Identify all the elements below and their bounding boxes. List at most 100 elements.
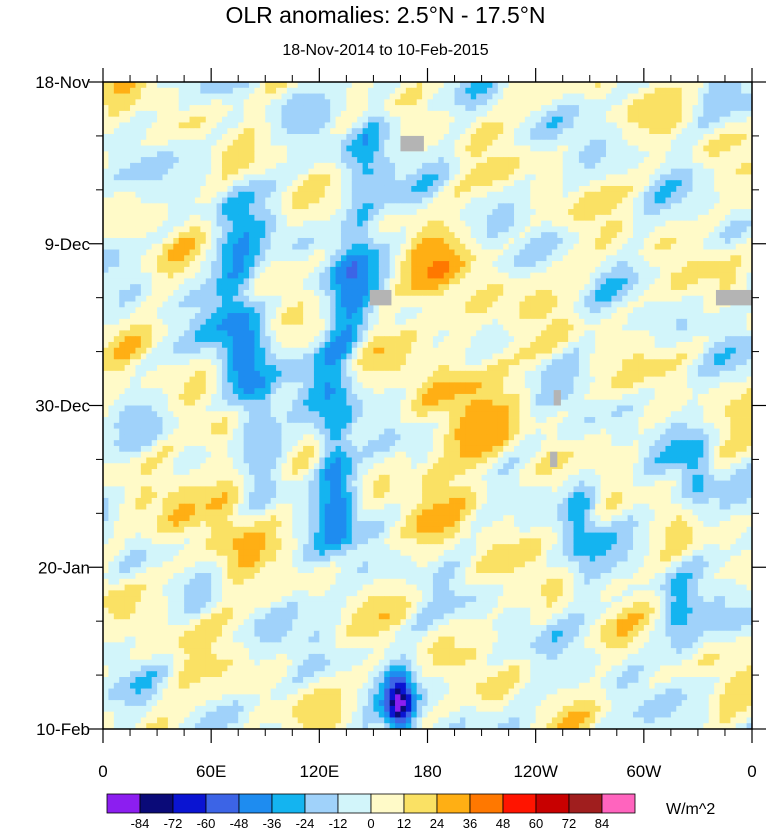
field-cell [697, 261, 704, 268]
field-cell [216, 203, 223, 210]
field-cell [660, 214, 666, 222]
field-cell [384, 243, 391, 250]
field-cell [400, 295, 407, 302]
field-cell [589, 145, 596, 152]
field-cell [135, 318, 142, 326]
field-cell [530, 174, 537, 181]
field-cell [541, 237, 547, 245]
field-cell [486, 157, 493, 164]
field-cell [546, 151, 553, 158]
field-cell [611, 295, 618, 302]
field-cell [303, 82, 309, 89]
field-cell [627, 174, 634, 181]
field-cell [611, 157, 618, 164]
field-cell [162, 301, 169, 308]
field-cell [611, 110, 618, 118]
field-cell [389, 99, 396, 106]
field-cell [157, 185, 163, 193]
field-cell [735, 197, 742, 204]
field-cell [340, 249, 347, 256]
field-cell [654, 289, 661, 297]
field-cell [541, 289, 547, 297]
field-cell [113, 116, 120, 123]
field-cell [178, 151, 185, 158]
field-cell [692, 180, 699, 187]
field-cell [303, 139, 309, 146]
field-cell [622, 266, 629, 274]
field-cell [730, 197, 737, 204]
field-cell [357, 174, 363, 181]
field-cell [243, 203, 250, 210]
field-cell [719, 203, 726, 210]
field-cell [140, 145, 147, 152]
field-cell [660, 243, 666, 250]
field-cell [119, 203, 126, 210]
field-cell [238, 272, 245, 279]
field-cell [124, 180, 131, 187]
field-cell [476, 82, 482, 89]
field-cell [227, 272, 234, 279]
field-cell [308, 105, 315, 112]
field-cell [746, 266, 752, 274]
field-cell [411, 191, 418, 198]
field-cell [627, 116, 634, 123]
field-cell [486, 105, 493, 112]
field-cell [167, 82, 174, 89]
field-cell [708, 82, 715, 89]
field-cell [308, 157, 315, 164]
field-cell [189, 284, 196, 291]
field-cell [519, 313, 526, 320]
field-cell [454, 243, 461, 250]
field-cell [238, 284, 245, 291]
field-cell [238, 266, 245, 274]
field-cell [303, 255, 309, 262]
field-cell [270, 87, 277, 94]
field-cell [243, 284, 250, 291]
field-cell [514, 191, 520, 198]
field-cell [643, 168, 650, 175]
field-cell [184, 145, 190, 152]
field-cell [270, 162, 277, 170]
field-cell [281, 220, 288, 227]
field-cell [243, 313, 250, 320]
field-cell [730, 133, 737, 141]
field-cell [395, 214, 401, 222]
field-cell [211, 185, 217, 193]
field-cell [184, 82, 190, 89]
field-cell [422, 289, 428, 297]
field-cell [308, 203, 315, 210]
field-cell [308, 93, 315, 100]
field-cell [151, 243, 158, 250]
field-cell [643, 220, 650, 227]
field-cell [584, 87, 591, 94]
field-cell [476, 295, 482, 302]
field-cell [562, 284, 569, 291]
field-cell [157, 168, 163, 175]
field-cell [135, 284, 142, 291]
field-cell [232, 289, 239, 297]
field-cell [432, 99, 439, 106]
field-cell [508, 185, 515, 193]
field-cell [276, 318, 282, 326]
field-cell [205, 110, 212, 118]
field-cell [595, 185, 601, 193]
field-cell [265, 116, 272, 123]
field-cell [746, 220, 752, 227]
field-cell [378, 116, 385, 123]
field-cell [281, 116, 288, 123]
field-cell [541, 99, 547, 106]
field-cell [389, 313, 396, 320]
field-cell [622, 214, 629, 222]
field-cell [481, 185, 488, 193]
field-cell [270, 180, 277, 187]
field-cell [297, 214, 304, 222]
field-cell [335, 174, 342, 181]
field-cell [221, 174, 228, 181]
field-cell [535, 157, 542, 164]
field-cell [508, 128, 515, 135]
field-cell [714, 93, 720, 100]
field-cell [470, 318, 477, 326]
field-cell [254, 232, 261, 239]
field-cell [470, 145, 477, 152]
field-cell [486, 237, 493, 245]
